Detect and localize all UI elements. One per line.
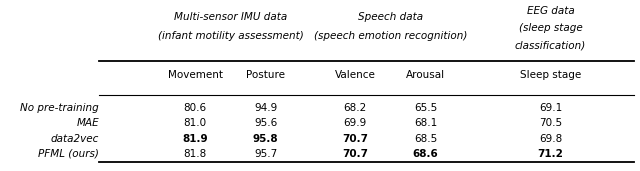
Text: EEG data: EEG data (527, 6, 574, 16)
Text: UAF1 (%): UAF1 (%) (526, 170, 575, 171)
Text: Multi-sensor IMU data: Multi-sensor IMU data (174, 12, 287, 22)
Text: 68.1: 68.1 (414, 118, 437, 128)
Text: 94.9: 94.9 (254, 103, 277, 113)
Text: 80.6: 80.6 (184, 103, 207, 113)
Text: UAF1 (%): UAF1 (%) (206, 170, 255, 171)
Text: 68.5: 68.5 (414, 134, 437, 143)
Text: 95.6: 95.6 (254, 118, 277, 128)
Text: data2vec: data2vec (51, 134, 99, 143)
Text: MAE: MAE (77, 118, 99, 128)
Text: UAR (%): UAR (%) (369, 170, 412, 171)
Text: Posture: Posture (246, 70, 285, 80)
Text: 95.8: 95.8 (253, 134, 278, 143)
Text: 81.9: 81.9 (182, 134, 208, 143)
Text: 65.5: 65.5 (414, 103, 437, 113)
Text: 81.8: 81.8 (184, 149, 207, 159)
Text: PFML (ours): PFML (ours) (38, 149, 99, 159)
Text: (infant motility assessment): (infant motility assessment) (157, 31, 303, 41)
Text: 81.0: 81.0 (184, 118, 207, 128)
Text: Arousal: Arousal (406, 70, 445, 80)
Text: Speech data: Speech data (358, 12, 423, 22)
Text: 68.2: 68.2 (344, 103, 367, 113)
Text: (speech emotion recognition): (speech emotion recognition) (314, 31, 467, 41)
Text: 69.9: 69.9 (344, 118, 367, 128)
Text: (sleep stage: (sleep stage (518, 23, 582, 33)
Text: 70.7: 70.7 (342, 149, 368, 159)
Text: 70.7: 70.7 (342, 134, 368, 143)
Text: 71.2: 71.2 (538, 149, 563, 159)
Text: 69.8: 69.8 (539, 134, 562, 143)
Text: 70.5: 70.5 (539, 118, 562, 128)
Text: 69.1: 69.1 (539, 103, 562, 113)
Text: 68.6: 68.6 (413, 149, 438, 159)
Text: Valence: Valence (335, 70, 376, 80)
Text: No pre-training: No pre-training (20, 103, 99, 113)
Text: 95.7: 95.7 (254, 149, 277, 159)
Text: classification): classification) (515, 40, 586, 50)
Text: Movement: Movement (168, 70, 223, 80)
Text: Sleep stage: Sleep stage (520, 70, 581, 80)
